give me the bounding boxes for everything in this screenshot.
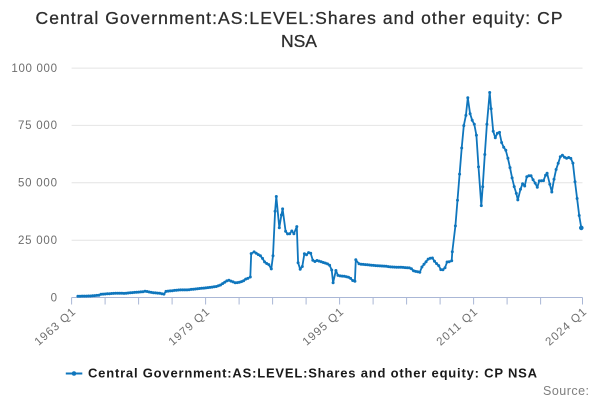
svg-text:25 000: 25 000 xyxy=(18,235,57,247)
svg-text:100 000: 100 000 xyxy=(11,63,57,75)
svg-text:NSA: NSA xyxy=(281,31,317,51)
svg-text:Central Government:AS:LEVEL:Sh: Central Government:AS:LEVEL:Shares and o… xyxy=(88,366,538,381)
svg-text:0: 0 xyxy=(51,292,57,304)
svg-text:75 000: 75 000 xyxy=(18,120,57,132)
svg-text:Central Government:AS:LEVEL:Sh: Central Government:AS:LEVEL:Shares and o… xyxy=(36,8,563,28)
svg-text:50 000: 50 000 xyxy=(18,178,57,190)
svg-text:Source:: Source: xyxy=(543,384,589,398)
